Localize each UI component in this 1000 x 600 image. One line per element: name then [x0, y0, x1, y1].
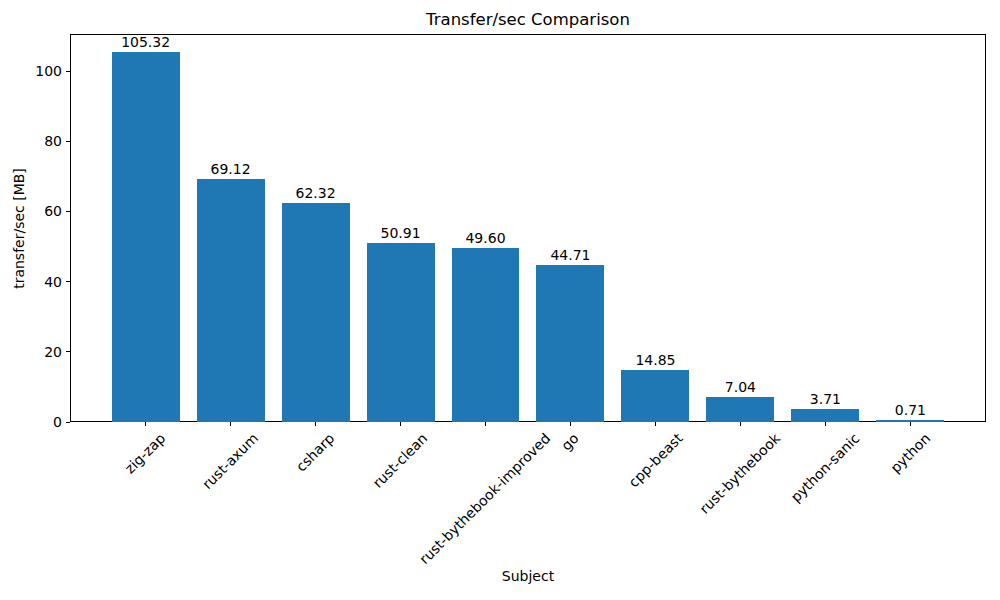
x-tick-label: zig-zap — [122, 430, 169, 477]
x-tick-mark — [315, 422, 316, 426]
bar-value-label: 62.32 — [296, 185, 336, 202]
bar-value-label: 69.12 — [211, 161, 251, 178]
y-tick-mark — [66, 211, 70, 212]
y-tick-label: 0 — [53, 414, 62, 430]
x-tick-mark — [570, 422, 571, 426]
x-tick-label: python — [887, 430, 934, 477]
bar-chart-figure: Transfer/sec Comparison transfer/sec [MB… — [0, 0, 1000, 600]
bar — [282, 203, 350, 422]
bar — [706, 397, 774, 422]
x-tick-label: rust-axum — [199, 430, 262, 493]
x-tick-label: rust-clean — [370, 430, 432, 492]
y-tick-mark — [66, 422, 70, 423]
bar — [197, 179, 265, 422]
x-tick-mark — [910, 422, 911, 426]
x-tick-mark — [230, 422, 231, 426]
x-tick-label: go — [559, 430, 583, 454]
x-tick-label: python-sanic — [788, 430, 864, 506]
y-tick-mark — [66, 351, 70, 352]
bar-value-label: 0.71 — [895, 402, 926, 419]
bar — [791, 409, 859, 422]
bar — [621, 370, 689, 422]
x-tick-mark — [740, 422, 741, 426]
bar-value-label: 49.60 — [465, 230, 505, 247]
x-tick-label: rust-bythebook — [697, 430, 785, 518]
bar — [112, 52, 180, 422]
x-tick-mark — [400, 422, 401, 426]
bar-value-label: 3.71 — [810, 391, 841, 408]
y-axis-label: transfer/sec [MB] — [10, 168, 27, 289]
bar — [536, 265, 604, 422]
y-tick-label: 60 — [44, 203, 62, 219]
bar — [452, 248, 520, 422]
y-tick-mark — [66, 141, 70, 142]
bar-value-label: 14.85 — [635, 352, 675, 369]
y-tick-label: 80 — [44, 133, 62, 149]
x-tick-mark — [145, 422, 146, 426]
x-tick-mark — [655, 422, 656, 426]
y-tick-label: 100 — [35, 63, 62, 79]
x-tick-label: csharp — [293, 430, 338, 475]
bar-value-label: 44.71 — [550, 247, 590, 264]
bar — [367, 243, 435, 422]
bar-value-label: 7.04 — [725, 379, 756, 396]
x-axis-label: Subject — [70, 568, 986, 585]
chart-title: Transfer/sec Comparison — [70, 10, 986, 29]
y-tick-mark — [66, 71, 70, 72]
bar-value-label: 50.91 — [380, 225, 420, 242]
bar-value-label: 105.32 — [121, 34, 170, 51]
x-tick-mark — [485, 422, 486, 426]
x-tick-label: cpp-beast — [625, 430, 686, 491]
y-tick-label: 40 — [44, 274, 62, 290]
x-tick-label: rust-bythebook-improved — [417, 430, 555, 568]
y-tick-mark — [66, 281, 70, 282]
y-tick-label: 20 — [44, 344, 62, 360]
x-tick-mark — [825, 422, 826, 426]
